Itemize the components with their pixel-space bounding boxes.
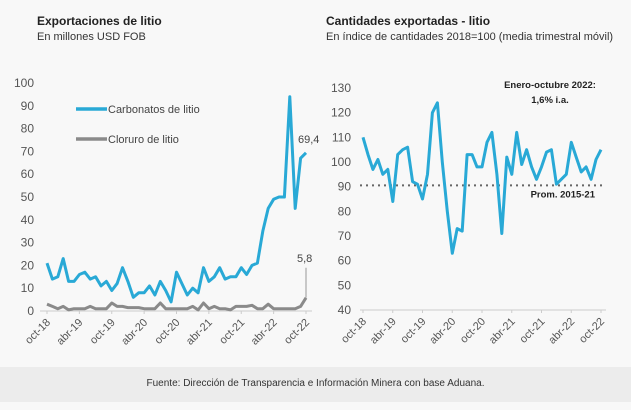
annotation-text: Enero-octubre 2022:: [504, 80, 596, 91]
y-tick-label: 130: [331, 81, 351, 95]
y-tick-label: 120: [331, 106, 351, 120]
y-tick-label: 50: [338, 278, 352, 292]
y-tick-label: 60: [21, 167, 35, 181]
x-tick-label: oct-20: [153, 317, 183, 347]
y-tick-label: 30: [21, 236, 35, 250]
end-label-cloruro: 5,8: [297, 253, 312, 265]
x-tick-label: abr-19: [368, 316, 399, 347]
y-tick-label: 110: [332, 130, 351, 144]
x-tick-label: abr-22: [249, 317, 280, 348]
y-tick-label: 90: [21, 99, 35, 113]
right-chart-title: Cantidades exportadas - litio: [326, 14, 491, 28]
x-tick-label: abr-19: [55, 317, 86, 348]
x-tick-label: oct-20: [458, 316, 488, 346]
y-tick-label: 50: [21, 190, 35, 204]
y-tick-label: 90: [338, 180, 352, 194]
x-tick-label: abr-20: [119, 317, 150, 348]
y-tick-label: 60: [338, 254, 352, 268]
series-line-cloruro-de-litio: [46, 297, 308, 312]
x-tick-label: oct-18: [339, 316, 369, 346]
x-tick-label: abr-21: [487, 316, 518, 347]
y-tick-label: 100: [14, 76, 34, 90]
reference-line-label: Prom. 2015-21: [531, 189, 596, 200]
y-tick-label: 40: [21, 213, 35, 227]
right-chart-subtitle: En índice de cantidades 2018=100 (media …: [326, 31, 614, 43]
annotation-text: 1,6% i.a.: [531, 95, 569, 106]
footer: Fuente: Dirección de Transparencia e Inf…: [0, 367, 631, 402]
y-tick-label: 20: [21, 258, 35, 272]
x-tick-label: abr-22: [546, 316, 577, 347]
x-tick-label: oct-18: [23, 317, 53, 347]
legend-label: Carbonatos de litio: [108, 104, 200, 116]
x-tick-label: abr-21: [184, 317, 215, 348]
x-tick-label: oct-22: [282, 317, 312, 347]
left-chart-subtitle: En millones USD FOB: [37, 31, 146, 43]
y-tick-label: 100: [331, 155, 351, 169]
y-tick-label: 70: [21, 144, 35, 158]
x-tick-label: oct-21: [518, 316, 548, 346]
x-tick-label: oct-19: [88, 317, 118, 347]
left-chart-title: Exportaciones de litio: [37, 14, 162, 28]
y-tick-label: 80: [21, 122, 35, 136]
x-tick-label: abr-20: [427, 316, 458, 347]
x-tick-label: oct-22: [577, 316, 607, 346]
y-tick-label: 0: [27, 304, 34, 318]
y-tick-label: 80: [338, 204, 352, 218]
x-tick-label: oct-21: [217, 317, 247, 347]
x-tick-label: oct-19: [399, 316, 429, 346]
y-tick-label: 70: [338, 229, 352, 243]
legend-label: Cloruro de litio: [108, 134, 179, 146]
series-line-carbonatos-de-litio: [45, 95, 308, 304]
y-tick-label: 40: [338, 303, 352, 317]
y-tick-label: 10: [21, 281, 35, 295]
end-label-carbonatos: 69,4: [298, 134, 319, 146]
source-note: Fuente: Dirección de Transparencia e Inf…: [146, 378, 485, 389]
series-line-index: [361, 101, 603, 255]
